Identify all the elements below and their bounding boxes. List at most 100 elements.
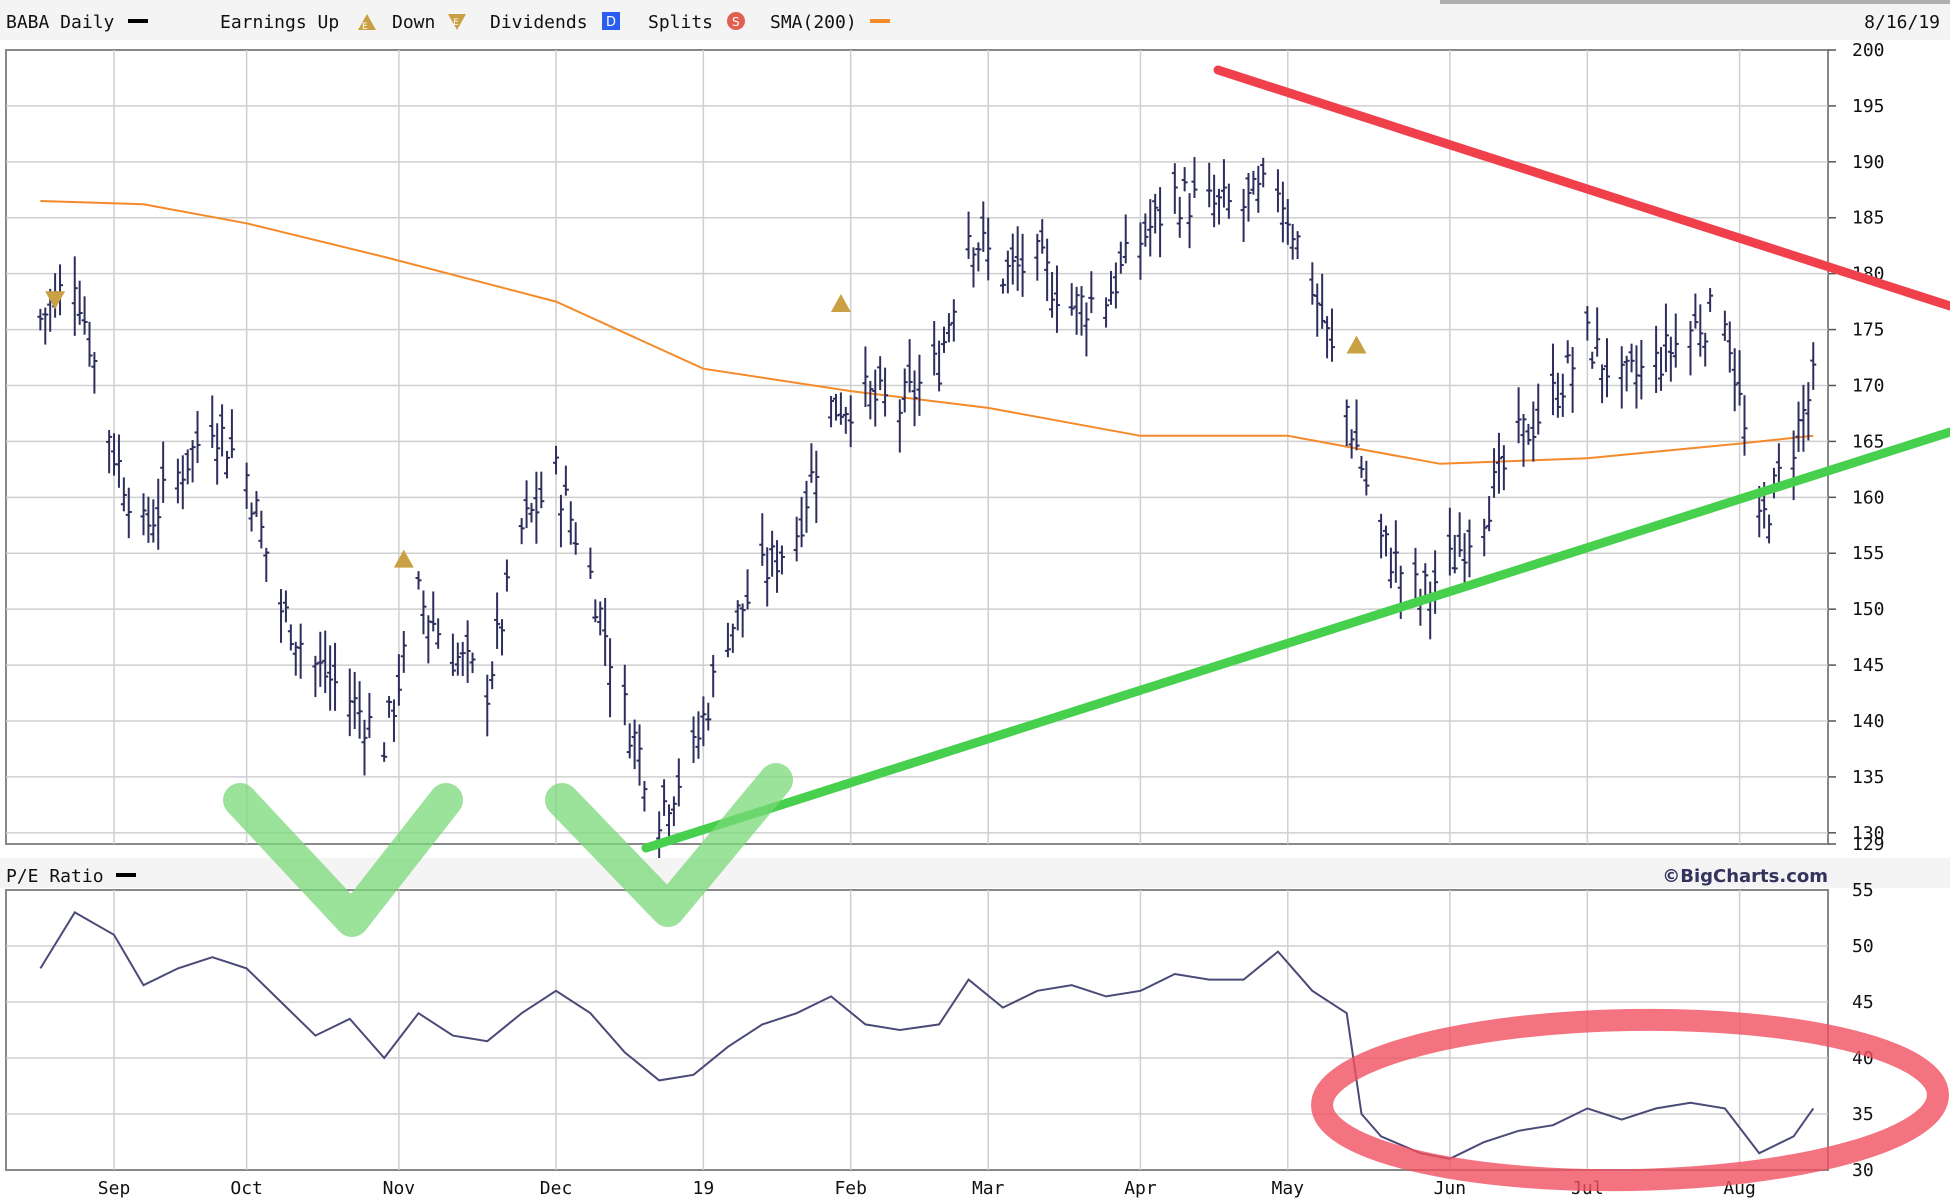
price-bar [1142, 213, 1149, 247]
x-tick-label: Nov [383, 1178, 416, 1199]
price-bar [1736, 350, 1743, 406]
price-bar [1378, 513, 1385, 559]
price-bar [661, 779, 668, 816]
price-bar [950, 299, 957, 342]
price-bar [189, 440, 196, 483]
price-bar [572, 522, 579, 555]
price-bar [985, 217, 992, 281]
price-y-tick-label: 130 [1852, 823, 1885, 844]
price-bar [282, 590, 289, 623]
price-bar [1530, 401, 1537, 462]
earnings-up-marker [830, 294, 851, 313]
price-bar [1343, 399, 1350, 447]
x-tick-label: 19 [693, 1178, 715, 1199]
price-bar [670, 796, 677, 827]
price-y-tick-label: 160 [1852, 487, 1885, 508]
price-bar [1662, 303, 1669, 373]
price-bar [125, 487, 132, 539]
price-bar [1294, 231, 1301, 260]
price-bar [1810, 342, 1817, 390]
price-bar [248, 502, 255, 532]
price-bar [1628, 343, 1635, 373]
price-bar [724, 622, 731, 658]
price-bar [1569, 346, 1576, 413]
price-bar [1584, 306, 1591, 341]
price-bar [744, 569, 751, 610]
price-bar [209, 395, 216, 448]
price-bar [1604, 338, 1611, 398]
price-bar [366, 692, 373, 739]
price-bar [1805, 382, 1812, 441]
price-y-tick-label: 150 [1852, 599, 1885, 620]
price-bar [523, 480, 530, 529]
price-bar [1446, 507, 1453, 576]
price-bar [322, 630, 329, 694]
price-bar [356, 681, 363, 739]
price-bar [503, 559, 510, 592]
price-bar [1049, 271, 1056, 318]
svg-text:D: D [606, 15, 616, 30]
price-bar [1039, 219, 1046, 254]
price-bar [739, 603, 746, 638]
price-y-tick-label: 165 [1852, 431, 1885, 452]
price-bar [395, 654, 402, 706]
price-y-axis: 2001951901851801751701651601551501451401… [1828, 40, 1885, 855]
price-bar [877, 356, 884, 391]
price-bar [1122, 214, 1129, 264]
price-bar [1088, 271, 1095, 314]
price-bar [1383, 525, 1390, 557]
price-bar [774, 540, 781, 593]
price-bar [1250, 170, 1257, 195]
price-bar [278, 589, 285, 643]
pe-grid [6, 890, 1828, 1170]
x-tick-label: Mar [972, 1178, 1005, 1199]
price-bar [1019, 233, 1026, 297]
price-bar [454, 642, 461, 676]
price-y-tick-label: 190 [1852, 152, 1885, 173]
price-bar [665, 804, 672, 840]
price-bar [37, 308, 44, 331]
price-bar [489, 661, 496, 690]
price-bar [602, 598, 609, 667]
price-bar [700, 696, 707, 747]
price-bar [778, 545, 785, 575]
price-bar [71, 256, 78, 336]
price-bar [847, 395, 854, 448]
price-bar [1274, 169, 1281, 213]
price-bar [464, 620, 471, 683]
price-bar [695, 711, 702, 759]
price-bar [1589, 351, 1596, 369]
price-bar [243, 462, 250, 509]
earnings-up-marker [393, 549, 414, 568]
price-bar [1240, 188, 1247, 242]
price-bar [332, 642, 339, 711]
price-bar [86, 321, 93, 367]
price-bar [415, 571, 422, 590]
price-bar [1083, 302, 1090, 357]
price-bar [1486, 496, 1493, 532]
pe-ratio-line [39, 911, 1815, 1160]
price-bar [1535, 383, 1542, 435]
earnings-up-marker [1346, 335, 1367, 354]
price-bar [1211, 174, 1218, 228]
price-bar [258, 510, 265, 549]
price-bar [1775, 443, 1782, 488]
price-bar [1279, 181, 1286, 243]
price-bar [1181, 167, 1188, 192]
price-bar [145, 496, 152, 543]
price-bar [1726, 321, 1733, 373]
price-bar [499, 619, 506, 656]
price-bar [1112, 262, 1119, 309]
price-bar [115, 434, 122, 488]
svg-text:E: E [453, 18, 459, 28]
price-bar [1206, 162, 1213, 208]
price-bar [1672, 313, 1679, 368]
price-y-tick-label: 170 [1852, 375, 1885, 396]
price-bar [1009, 233, 1016, 285]
price-bar [1731, 348, 1738, 412]
price-bar [81, 296, 88, 335]
price-bar [42, 307, 49, 345]
price-bar [1564, 340, 1571, 364]
price-bar [1260, 157, 1267, 188]
splits-label: Splits [648, 12, 713, 33]
